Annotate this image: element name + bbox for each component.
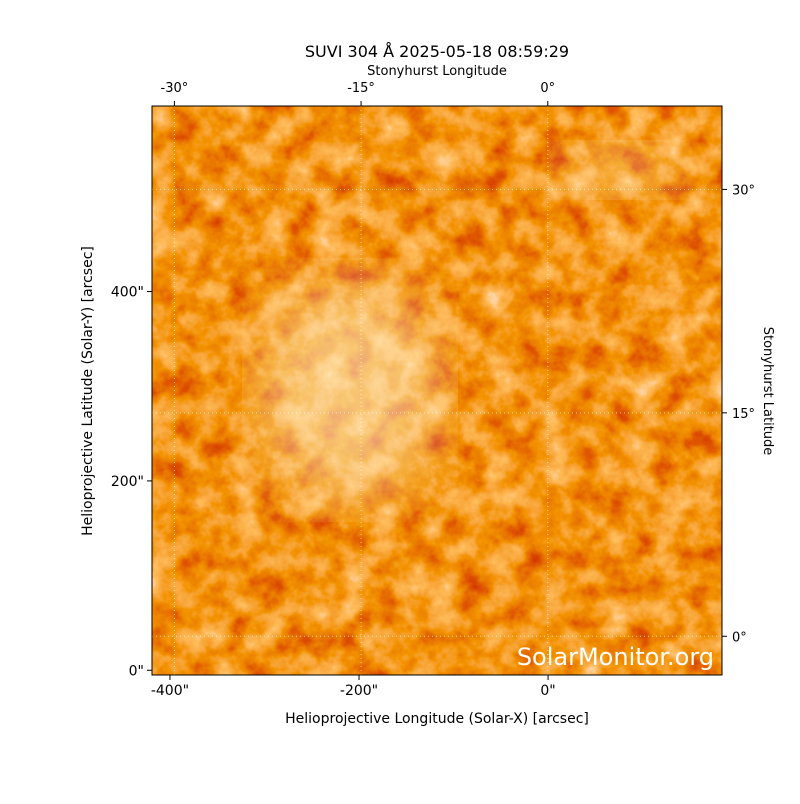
grid (152, 106, 722, 675)
solar-image (152, 106, 722, 675)
x2-tick-label: -30° (161, 81, 189, 96)
x2-label: Stonyhurst Longitude (367, 64, 507, 79)
chart-title: SUVI 304 Å 2025-05-18 08:59:29 (305, 42, 569, 61)
y-label: Helioprojective Latitude (Solar-Y) [arcs… (80, 246, 96, 536)
x-tick-label: -400" (151, 683, 189, 699)
y-tick-label: 0" (129, 663, 144, 679)
bright-region (560, 145, 680, 195)
y2-tick-label: 30° (732, 183, 755, 198)
watermark: SolarMonitor.org (517, 643, 714, 671)
y2-label: Stonyhurst Latitude (760, 327, 775, 456)
x-tick-label: 0" (540, 683, 555, 699)
x-tick-label: -200" (340, 683, 378, 699)
y-tick-label: 400" (111, 285, 144, 301)
bright-region (260, 280, 440, 500)
y2-tick-label: 15° (732, 407, 755, 422)
y-tick-label: 200" (111, 474, 144, 490)
y2-tick-label: 0° (732, 630, 747, 645)
x2-tick-label: -15° (347, 81, 375, 96)
axes-frame (151, 105, 723, 676)
x-label: Helioprojective Longitude (Solar-X) [arc… (285, 711, 589, 727)
x2-tick-label: 0° (540, 81, 555, 96)
